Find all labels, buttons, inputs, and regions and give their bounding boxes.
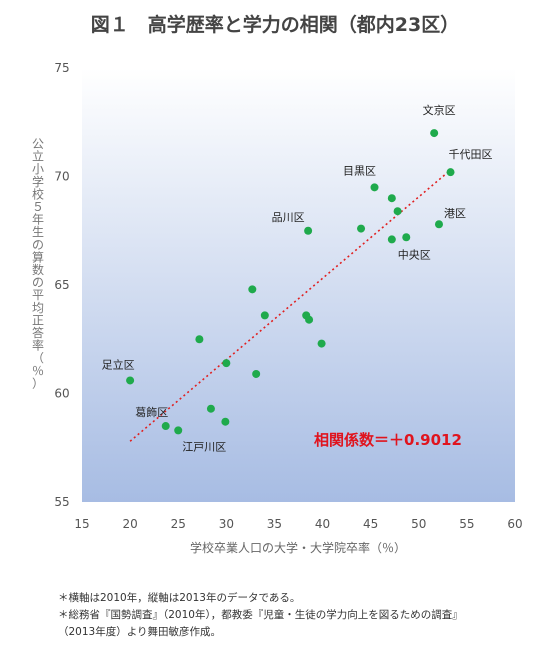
x-tick-label: 50: [411, 517, 426, 531]
data-point: [357, 224, 366, 233]
data-point: [393, 207, 402, 216]
x-axis-label: 学校卒業人口の大学・大学院卒率（％）: [190, 540, 406, 555]
y-tick-label: 65: [54, 278, 69, 292]
y-tick-label: 70: [54, 170, 69, 184]
x-tick-label: 30: [219, 517, 234, 531]
data-point: [402, 233, 411, 242]
y-axis-ticks: 55 60 65 70 75: [54, 61, 69, 509]
point-label: 千代田区: [449, 148, 493, 161]
data-point: [317, 339, 326, 348]
data-point: [161, 422, 170, 431]
scatter-chart: 55 60 65 70 75 15 20 25 30 35 40 45 50 55 60 文京区千代田区目…: [32, 61, 523, 555]
data-point: [430, 129, 439, 138]
plot-area: [82, 68, 515, 502]
x-tick-label: 45: [363, 517, 378, 531]
footnote: ＊横軸は2010年，縦軸は2013年のデータである。: [58, 592, 301, 604]
x-tick-label: 40: [315, 517, 330, 531]
data-point: [221, 417, 230, 426]
point-label: 葛飾区: [135, 406, 168, 419]
x-tick-label: 20: [122, 517, 137, 531]
data-point: [222, 359, 231, 368]
data-point: [387, 194, 396, 203]
point-label: 品川区: [272, 211, 305, 224]
point-label: 江戸川区: [182, 440, 226, 453]
point-label: 目黒区: [343, 164, 376, 177]
data-point: [206, 404, 215, 413]
chart-title: 図１ 高学歴率と学力の相関（都内23区）: [90, 14, 460, 36]
data-point: [387, 235, 396, 244]
point-label: 中央区: [398, 248, 431, 261]
correlation-annotation: 相関係数＝＋0.9012: [314, 431, 462, 449]
data-point: [248, 285, 257, 294]
data-points: [126, 129, 455, 435]
y-axis-label: 公立小学校５年生の算数の平均正答率（％）: [32, 137, 44, 390]
x-tick-label: 15: [74, 517, 89, 531]
footnote: （2013年度）より舞田敏彦作成。: [58, 626, 222, 638]
data-point: [304, 226, 313, 235]
data-point: [305, 315, 314, 324]
y-tick-label: 60: [54, 387, 69, 401]
x-tick-label: 25: [171, 517, 186, 531]
point-label: 港区: [444, 207, 466, 220]
data-point: [252, 369, 261, 378]
x-axis-ticks: 15 20 25 30 35 40 45 50 55 60: [74, 517, 522, 531]
data-point: [195, 335, 204, 344]
data-point: [126, 376, 135, 385]
data-point: [446, 168, 455, 177]
x-tick-label: 55: [459, 517, 474, 531]
y-tick-label: 55: [54, 495, 69, 509]
x-tick-label: 35: [267, 517, 282, 531]
x-tick-label: 60: [507, 517, 522, 531]
point-label: 足立区: [102, 357, 135, 371]
data-point: [174, 426, 183, 435]
data-point: [434, 220, 443, 229]
footnotes: ＊横軸は2010年，縦軸は2013年のデータである。 ＊総務省『国勢調査』（20…: [58, 590, 463, 641]
y-tick-label: 75: [54, 61, 69, 75]
point-label: 文京区: [423, 103, 456, 117]
footnote: ＊総務省『国勢調査』（2010年），都教委『児童・生徒の学力向上を図るための調査…: [58, 609, 463, 621]
data-point: [260, 311, 269, 320]
data-point: [370, 183, 379, 192]
